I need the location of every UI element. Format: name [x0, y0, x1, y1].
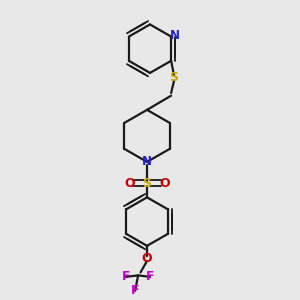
- Text: F: F: [131, 284, 140, 297]
- Text: N: N: [142, 155, 152, 168]
- Text: O: O: [124, 177, 135, 190]
- Text: S: S: [169, 71, 178, 84]
- Text: F: F: [122, 270, 130, 284]
- Text: O: O: [142, 252, 152, 265]
- Text: F: F: [146, 270, 154, 284]
- Text: O: O: [159, 177, 169, 190]
- Text: S: S: [142, 177, 152, 190]
- Text: N: N: [170, 28, 180, 42]
